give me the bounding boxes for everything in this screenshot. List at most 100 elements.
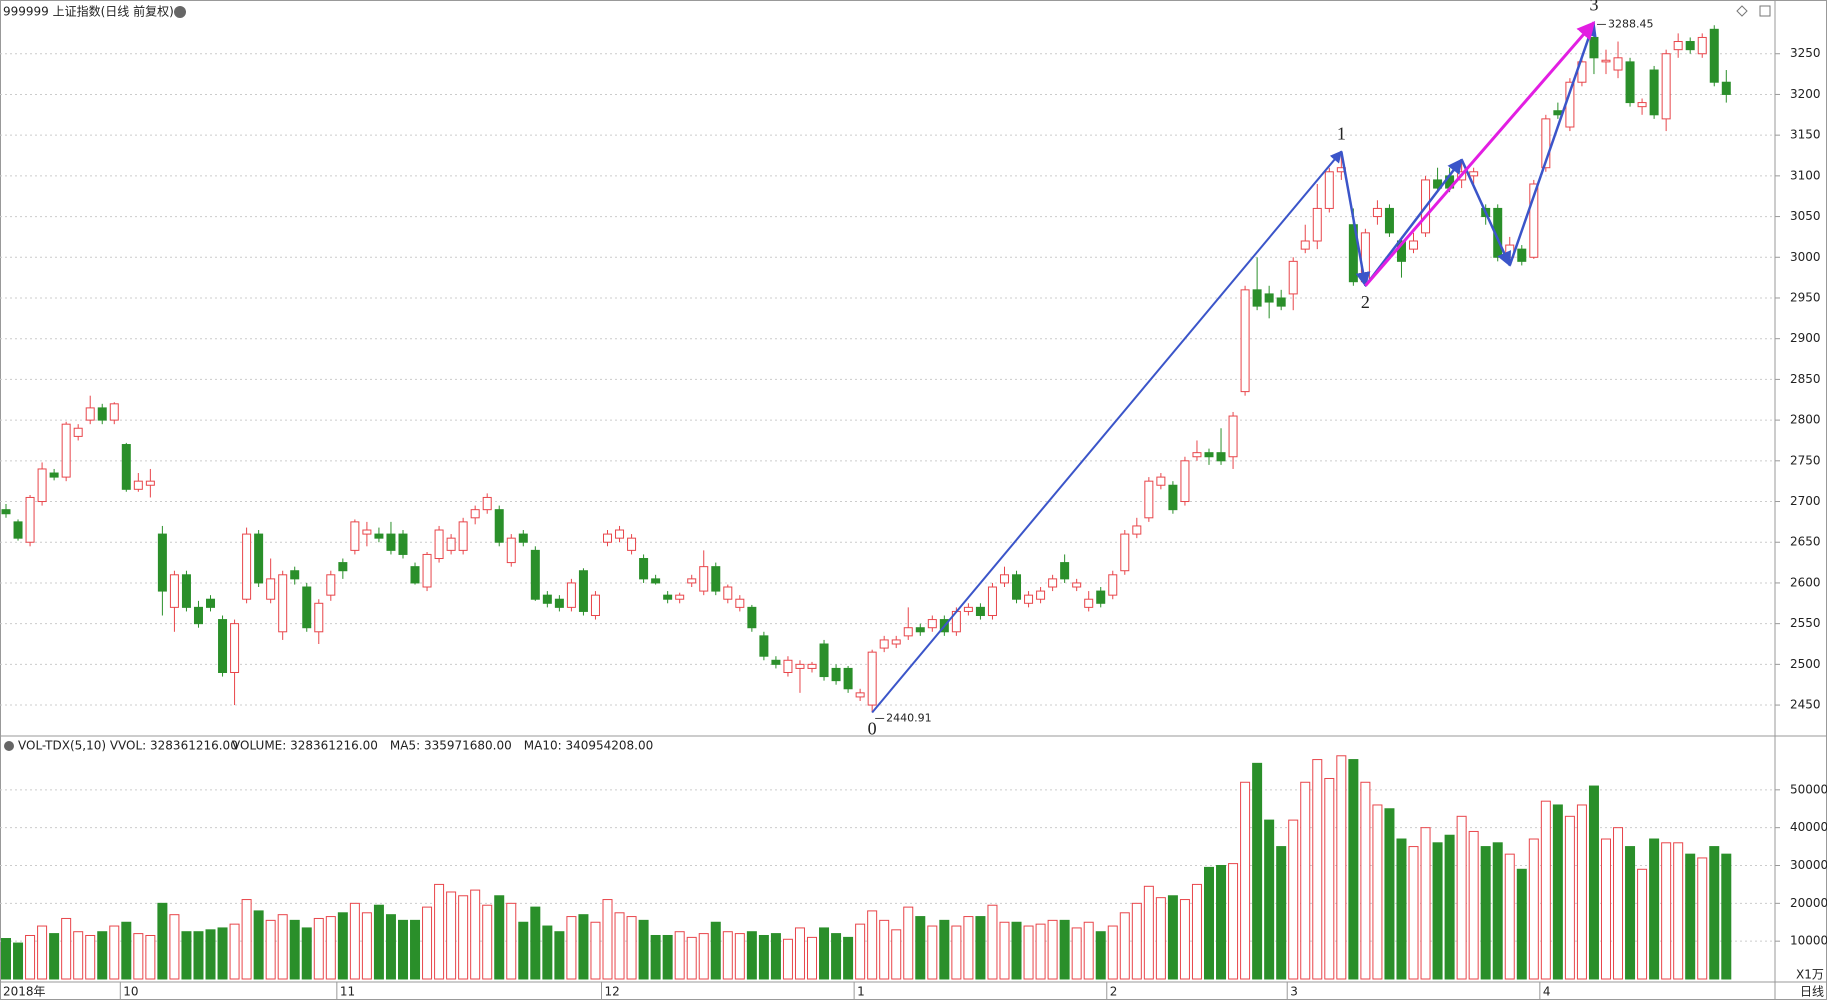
volume-bar	[1300, 781, 1311, 980]
candle-body	[530, 549, 540, 600]
wave-arrow	[1508, 21, 1597, 266]
candle-body	[675, 594, 685, 600]
candle-body	[771, 659, 781, 665]
candle-body	[1709, 28, 1719, 83]
volume-bar	[999, 921, 1010, 980]
x-tick-label: 11	[340, 985, 355, 999]
wave-arrow	[1460, 159, 1511, 267]
volume-bar	[422, 906, 433, 980]
volume-bar	[1613, 827, 1624, 980]
volume-bar	[566, 916, 577, 980]
volume-bar	[530, 906, 541, 980]
candle-body	[783, 659, 793, 673]
volume-bar	[1456, 815, 1467, 980]
volume-bar	[1, 938, 11, 980]
candle-body	[518, 533, 528, 543]
volume-bar	[819, 927, 830, 980]
diamond-icon[interactable]	[1736, 5, 1748, 17]
candle-body	[1553, 110, 1563, 116]
candle-body	[434, 529, 444, 560]
y-tick-label: 30000	[1790, 858, 1827, 872]
volume-bar	[590, 921, 601, 980]
volume-bar	[458, 895, 469, 980]
legend-entry: MA5: 335971680.00	[390, 739, 512, 753]
candle-body	[1264, 293, 1274, 303]
volume-bar	[807, 936, 818, 980]
extreme-label: 2440.91	[886, 711, 932, 724]
candle-body	[350, 521, 360, 551]
volume-bar	[638, 919, 649, 980]
y-tick-label: 20000	[1790, 896, 1827, 910]
candle-body	[975, 606, 985, 617]
volume-bar	[1372, 804, 1383, 980]
volume-bar	[891, 929, 902, 980]
wave-label: 1	[1337, 124, 1346, 144]
volume-bar	[1396, 838, 1407, 980]
candle-body	[603, 533, 612, 543]
y-tick-label: 2600	[1790, 575, 1821, 589]
volume-bar	[1324, 777, 1335, 980]
volume-bar	[855, 923, 866, 980]
candle-body	[615, 529, 625, 539]
volume-bar	[1179, 899, 1190, 980]
volume-bar	[1167, 895, 1178, 980]
y-tick-label: 2900	[1790, 331, 1821, 345]
volume-bar	[614, 912, 625, 980]
candle-body	[554, 598, 564, 608]
y-tick-label: 2850	[1790, 372, 1821, 386]
candle-body	[1601, 59, 1611, 63]
candle-body	[879, 639, 889, 649]
candle-body	[1541, 118, 1551, 169]
candle-body	[422, 553, 432, 588]
y-tick-label: 2650	[1790, 535, 1821, 549]
candle-body	[699, 566, 709, 592]
volume-bar	[133, 933, 144, 980]
title-icon[interactable]	[174, 6, 186, 18]
volume-bar	[927, 925, 938, 980]
volume-bar	[1204, 866, 1214, 980]
candle-body	[1012, 574, 1022, 600]
volume-bar	[470, 889, 481, 980]
candle-body	[1168, 484, 1178, 511]
candle-body	[121, 444, 131, 490]
candle-body	[831, 667, 841, 682]
candle-body	[819, 643, 829, 678]
candle-body	[61, 423, 71, 478]
volume-bar	[1661, 842, 1672, 980]
candle-body	[1288, 260, 1298, 295]
candle-body	[302, 586, 312, 629]
y-tick-label: 2800	[1790, 413, 1821, 427]
volume-bar	[698, 933, 709, 980]
candle-body	[1180, 460, 1190, 503]
volume-bar	[939, 919, 950, 980]
volume-bar	[121, 921, 132, 980]
volume-bar	[109, 925, 120, 980]
volume-bar	[25, 934, 36, 980]
candle-body	[362, 529, 372, 535]
x-tick-label: 10	[123, 985, 138, 999]
volume-bar	[1480, 846, 1491, 980]
candle-body	[1372, 207, 1382, 218]
candle-body	[1661, 53, 1671, 120]
candle-body	[1096, 590, 1106, 604]
volume-bar	[1420, 827, 1431, 980]
candle-body	[25, 496, 35, 543]
candle-body	[639, 558, 649, 580]
panel-icon[interactable]	[1759, 5, 1771, 17]
y-tick-label: 3000	[1790, 250, 1821, 264]
candle-body	[1132, 525, 1142, 535]
volume-bar	[1576, 804, 1587, 980]
volume-bar	[1336, 755, 1347, 980]
candle-body	[73, 427, 83, 437]
candle-body	[169, 574, 179, 608]
volume-bar	[1071, 927, 1082, 980]
indicator-icon[interactable]	[4, 741, 14, 751]
candle-body	[735, 598, 745, 608]
volume-bar	[1240, 781, 1251, 980]
candle-body	[181, 574, 191, 608]
candle-body	[145, 480, 155, 486]
candle-body	[590, 594, 600, 617]
volume-bar	[903, 906, 914, 980]
volume-bar	[325, 916, 336, 980]
volume-bar	[1588, 785, 1599, 980]
